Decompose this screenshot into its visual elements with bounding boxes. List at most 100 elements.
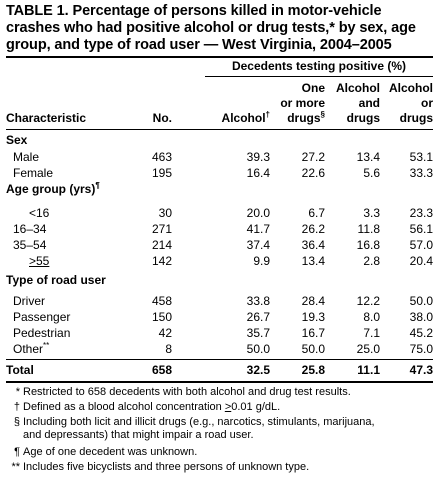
- col-one-or-more-drugs: One or more drugs§: [280, 81, 325, 126]
- cell-no: 458: [151, 294, 172, 308]
- footnote-mark: *: [15, 386, 20, 398]
- cell-alcohol: 33.8: [246, 294, 270, 308]
- cell-alcohol-and-drugs: 2.8: [363, 254, 380, 268]
- col-ao-line3: drugs: [399, 111, 433, 125]
- footnote-text: Defined as a blood alcohol concentration: [23, 401, 225, 413]
- cell-alcohol: 50.0: [246, 342, 270, 356]
- footnote-mark: †: [13, 401, 20, 413]
- section-age-label: Age group (yrs): [6, 182, 96, 196]
- cell-alcohol-or-drugs: 57.0: [409, 238, 433, 252]
- footnote-text-end: 0.01 g/dL.: [231, 401, 281, 413]
- footnote-4: ¶ Age of one decedent was unknown.: [6, 446, 436, 459]
- section-sex: Sex: [6, 133, 28, 147]
- cell-alcohol: 32.5: [246, 363, 270, 377]
- col-alcohol: Alcohol†: [222, 111, 270, 126]
- group-header: Decedents testing positive (%): [231, 59, 407, 73]
- cell-no: 142: [151, 254, 172, 268]
- cell-alcohol-or-drugs: 33.3: [409, 166, 433, 180]
- row-label: Female: [13, 166, 54, 180]
- cell-one-or-more: 13.4: [301, 254, 325, 268]
- cell-alcohol-or-drugs: 47.3: [409, 363, 433, 377]
- cell-one-or-more: 27.2: [301, 150, 325, 164]
- cell-alcohol: 26.7: [246, 310, 270, 324]
- total-row: Total 658 32.5 25.8 11.1 47.3: [0, 362, 442, 378]
- row-label-text: Other: [13, 342, 44, 356]
- cell-alcohol: 35.7: [246, 326, 270, 340]
- cell-alcohol-or-drugs: 23.3: [409, 206, 433, 220]
- col-one-line3-text: drugs: [287, 111, 321, 125]
- row-label: <16: [29, 206, 50, 220]
- cell-alcohol: 9.9: [253, 254, 270, 268]
- col-ad-line1: Alcohol: [336, 81, 380, 95]
- col-no: No.: [152, 111, 172, 125]
- cell-no: 658: [151, 363, 172, 377]
- col-ao-line1: Alcohol: [389, 81, 433, 95]
- cell-alcohol: 39.3: [246, 150, 270, 164]
- cell-no: 463: [151, 150, 172, 164]
- cell-alcohol-and-drugs: 12.2: [356, 294, 380, 308]
- cell-no: 42: [158, 326, 172, 340]
- col-alcohol-mark: †: [265, 110, 270, 119]
- table-row: 16–34 271 41.7 26.2 11.8 56.1: [0, 221, 442, 237]
- cell-alcohol-and-drugs: 7.1: [363, 326, 380, 340]
- table-row: <16 30 20.0 6.7 3.3 23.3: [0, 205, 442, 221]
- table-row: >55 142 9.9 13.4 2.8 20.4: [0, 253, 442, 269]
- row-label: Other**: [13, 341, 49, 357]
- cell-alcohol: 37.4: [246, 238, 270, 252]
- row-label: Driver: [13, 294, 45, 308]
- table-row: Female 195 16.4 22.6 5.6 33.3: [0, 165, 442, 181]
- cell-one-or-more: 28.4: [301, 294, 325, 308]
- cell-one-or-more: 36.4: [301, 238, 325, 252]
- row-label-mark: **: [43, 341, 50, 350]
- cell-alcohol-or-drugs: 50.0: [409, 294, 433, 308]
- footnote-symbol: >: [224, 401, 232, 413]
- footnote-1: * Restricted to 658 decedents with both a…: [6, 386, 436, 399]
- table-row: Passenger 150 26.7 19.3 8.0 38.0: [0, 309, 442, 325]
- cell-alcohol-and-drugs: 25.0: [356, 342, 380, 356]
- cell-alcohol: 16.4: [246, 166, 270, 180]
- table-title: TABLE 1. Percentage of persons killed in…: [6, 3, 416, 53]
- cell-alcohol-or-drugs: 38.0: [409, 310, 433, 324]
- footnote-mark: **: [11, 461, 20, 473]
- footnote-mark: §: [13, 416, 20, 428]
- cell-one-or-more: 19.3: [301, 310, 325, 324]
- cell-alcohol-and-drugs: 8.0: [363, 310, 380, 324]
- cell-one-or-more: 25.8: [301, 363, 325, 377]
- cell-alcohol-and-drugs: 11.1: [357, 363, 380, 377]
- table-row: Driver 458 33.8 28.4 12.2 50.0: [0, 293, 442, 309]
- footnote-text: Including both licit and illicit drugs (…: [23, 416, 375, 428]
- cell-alcohol: 20.0: [246, 206, 270, 220]
- row-label: 16–34: [13, 222, 47, 236]
- row-label: Total: [6, 363, 34, 377]
- col-ad-line3: drugs: [346, 111, 380, 125]
- table-row: Male 463 39.3 27.2 13.4 53.1: [0, 149, 442, 165]
- row-label: Passenger: [13, 310, 71, 324]
- bottom-rule: [6, 381, 433, 383]
- cell-alcohol-and-drugs: 5.6: [363, 166, 380, 180]
- col-characteristic: Characteristic: [6, 111, 87, 125]
- cell-no: 150: [151, 310, 172, 324]
- footnote-3: § Including both licit and illicit drugs …: [6, 416, 436, 442]
- col-alcohol-or-drugs: Alcohol or drugs: [389, 81, 433, 126]
- total-rule: [6, 359, 433, 360]
- footnote-mark: ¶: [14, 446, 20, 458]
- cell-one-or-more: 16.7: [301, 326, 325, 340]
- cell-alcohol-or-drugs: 53.1: [409, 150, 433, 164]
- footnote-text-cont: and depressants) that might impair a roa…: [23, 429, 254, 441]
- cell-one-or-more: 6.7: [308, 206, 325, 220]
- group-header-rule: [205, 76, 433, 77]
- col-one-line2: or more: [280, 96, 325, 110]
- section-road-user: Type of road user: [6, 273, 106, 287]
- cell-no: 214: [151, 238, 172, 252]
- footnote-text: Includes five bicyclists and three perso…: [23, 461, 310, 473]
- cell-alcohol-and-drugs: 16.8: [356, 238, 380, 252]
- cell-no: 195: [151, 166, 172, 180]
- footnote-5: ** Includes five bicyclists and three per…: [6, 461, 436, 474]
- cell-alcohol-or-drugs: 75.0: [409, 342, 433, 356]
- cell-alcohol-and-drugs: 11.8: [357, 222, 380, 236]
- cell-no: 8: [165, 342, 172, 356]
- col-ad-line2: and: [358, 96, 380, 110]
- col-one-mark: §: [320, 110, 325, 119]
- col-alcohol-label: Alcohol: [221, 111, 266, 125]
